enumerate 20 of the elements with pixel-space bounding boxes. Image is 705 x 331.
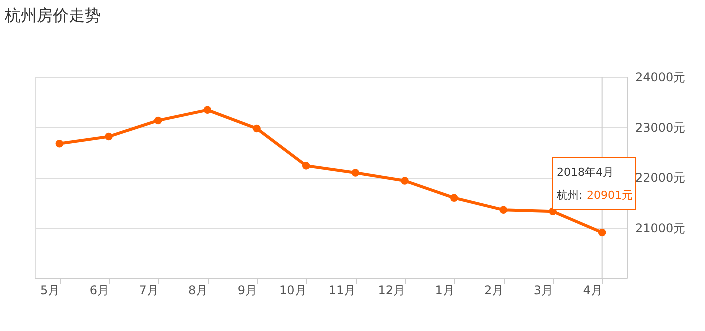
x-tick-label: 11月 [328, 284, 356, 298]
x-tick-label: 3月 [534, 284, 554, 298]
x-tick-label: 4月 [583, 284, 603, 298]
y-tick-label: 22000元 [636, 171, 686, 185]
x-tick-label: 1月 [435, 284, 455, 298]
y-tick-label: 21000元 [636, 221, 686, 236]
x-tick-label: 2月 [484, 284, 504, 298]
y-tick-label: 24000元 [636, 70, 686, 84]
x-tick-label: 5月 [40, 284, 60, 298]
y-tick-label: 23000元 [636, 120, 686, 135]
x-tick-label: 9月 [238, 284, 258, 298]
annotation: 2018年4月 [557, 166, 614, 179]
data-label: 20901元 [587, 189, 633, 202]
series-label: 杭州: [556, 189, 583, 202]
chart-title: 杭州房价走势 [4, 6, 101, 25]
x-tick-label: 6月 [90, 284, 110, 298]
x-tick-label: 10月 [280, 284, 307, 298]
x-tick-label: 8月 [188, 284, 208, 298]
x-tick-label: 12月 [378, 284, 406, 298]
x-tick-label: 7月 [139, 284, 159, 298]
